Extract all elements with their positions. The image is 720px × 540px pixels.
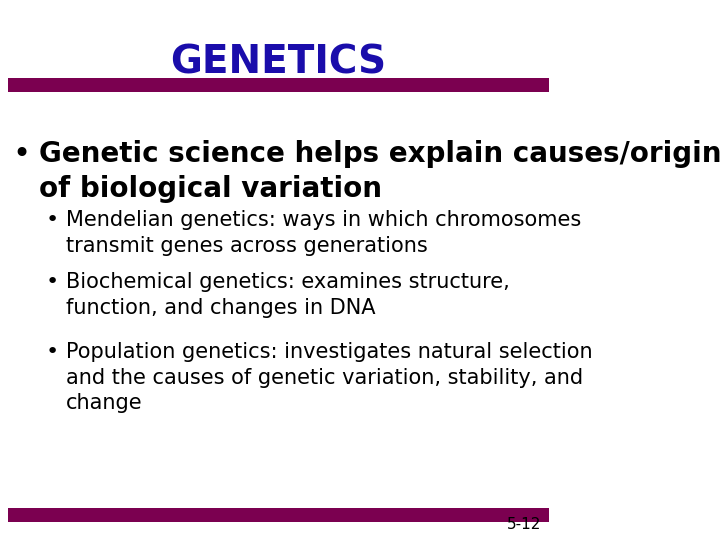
Text: GENETICS: GENETICS	[171, 43, 387, 81]
Text: •: •	[46, 342, 59, 362]
Text: Genetic science helps explain causes/origin
of biological variation: Genetic science helps explain causes/ori…	[39, 140, 720, 202]
Text: •: •	[12, 140, 31, 169]
Text: •: •	[46, 210, 59, 230]
Text: Population genetics: investigates natural selection
and the causes of genetic va: Population genetics: investigates natura…	[66, 342, 593, 413]
Text: Mendelian genetics: ways in which chromosomes
transmit genes across generations: Mendelian genetics: ways in which chromo…	[66, 210, 581, 255]
Bar	[8, 508, 549, 522]
Text: 5-12: 5-12	[507, 517, 541, 532]
Text: •: •	[46, 272, 59, 292]
Text: Biochemical genetics: examines structure,
function, and changes in DNA: Biochemical genetics: examines structure…	[66, 272, 510, 318]
Bar	[8, 78, 549, 92]
